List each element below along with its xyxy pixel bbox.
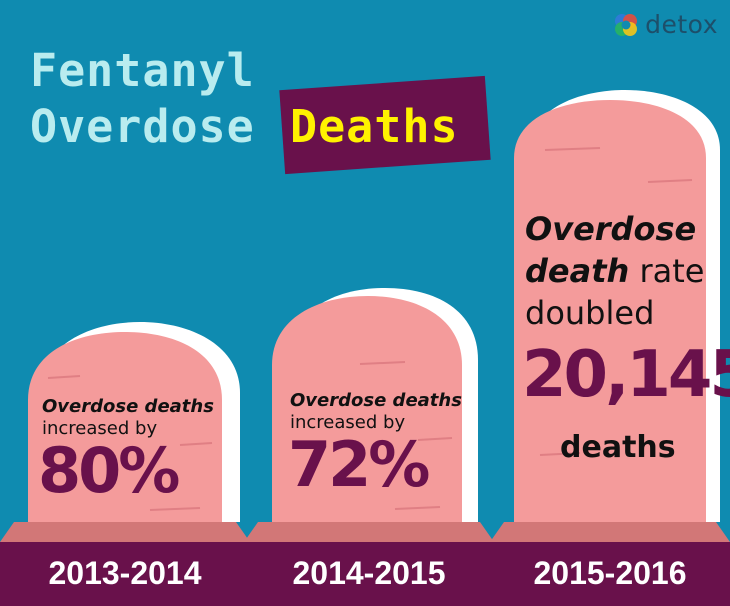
label-band <box>490 542 730 606</box>
title-line-1: Fentanyl <box>30 44 255 97</box>
stone-3-value: 20,145 <box>522 338 730 412</box>
year-label-2015-2016: 2015-2016 <box>533 555 687 591</box>
tombstone-2014-2015 <box>244 288 494 606</box>
stone-2-line-2: increased by <box>290 412 406 433</box>
crack <box>417 437 453 441</box>
stone-3-unit: deaths <box>560 430 676 465</box>
crack <box>149 507 201 511</box>
stone-2-emphasis: Overdose deaths <box>290 390 462 411</box>
stone-1-line-2: increased by <box>42 418 158 439</box>
crack <box>359 361 406 365</box>
stone-2-line-1: Overdose deaths <box>290 390 462 411</box>
stone-base <box>0 522 250 542</box>
stone-1-line-1: Overdose deaths <box>42 396 214 417</box>
detox-logo-icon <box>615 13 638 36</box>
year-label-2014-2015: 2014-2015 <box>292 555 446 591</box>
stone-3-line-3: doubled <box>525 294 655 332</box>
stone-base <box>244 522 494 542</box>
stone-3-rate: rate <box>629 252 705 290</box>
label-band <box>244 542 494 606</box>
stone-1-value: 80% <box>38 434 180 507</box>
stone-3-line-2: death rate <box>525 252 704 290</box>
title-line-2: Overdose <box>30 100 255 153</box>
stone-body <box>272 296 462 522</box>
stone-body <box>514 100 706 522</box>
stone-3-line-1: Overdose <box>525 210 697 248</box>
crack <box>539 452 581 456</box>
crack <box>544 147 601 151</box>
label-band <box>0 542 250 606</box>
brand-name: detox <box>645 10 718 39</box>
stone-body <box>28 332 222 522</box>
crack <box>394 506 441 510</box>
brand-logo: detox <box>613 10 718 39</box>
tombstone-2013-2014 <box>0 322 250 606</box>
stone-3-emphasis: death <box>525 252 630 290</box>
tombstone-2015-2016 <box>490 90 730 606</box>
stone-base <box>490 522 730 542</box>
title-highlight-word: Deaths <box>290 100 459 153</box>
crack <box>179 442 213 446</box>
stone-1-emphasis: Overdose deaths <box>42 396 214 417</box>
crack <box>647 179 693 183</box>
crack <box>47 375 81 379</box>
stone-2-value: 72% <box>288 428 430 501</box>
year-label-2013-2014: 2013-2014 <box>48 555 202 591</box>
